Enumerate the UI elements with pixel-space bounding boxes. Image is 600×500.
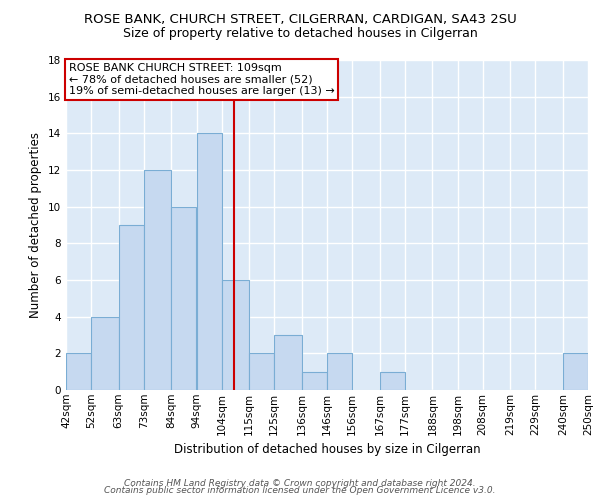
Bar bbox=[172, 206, 196, 390]
Text: ROSE BANK CHURCH STREET: 109sqm
← 78% of detached houses are smaller (52)
19% of: ROSE BANK CHURCH STREET: 109sqm ← 78% of… bbox=[68, 62, 334, 96]
Text: Size of property relative to detached houses in Cilgerran: Size of property relative to detached ho… bbox=[122, 28, 478, 40]
Bar bbox=[119, 225, 144, 390]
Y-axis label: Number of detached properties: Number of detached properties bbox=[29, 132, 43, 318]
Bar bbox=[66, 354, 91, 390]
Bar bbox=[380, 372, 405, 390]
Bar bbox=[221, 280, 249, 390]
Bar bbox=[302, 372, 327, 390]
Bar bbox=[563, 354, 588, 390]
Text: Contains HM Land Registry data © Crown copyright and database right 2024.: Contains HM Land Registry data © Crown c… bbox=[124, 478, 476, 488]
X-axis label: Distribution of detached houses by size in Cilgerran: Distribution of detached houses by size … bbox=[173, 443, 481, 456]
Bar bbox=[327, 354, 352, 390]
Bar bbox=[274, 335, 302, 390]
Bar bbox=[249, 354, 274, 390]
Bar bbox=[197, 134, 221, 390]
Bar bbox=[91, 316, 119, 390]
Text: Contains public sector information licensed under the Open Government Licence v3: Contains public sector information licen… bbox=[104, 486, 496, 495]
Text: ROSE BANK, CHURCH STREET, CILGERRAN, CARDIGAN, SA43 2SU: ROSE BANK, CHURCH STREET, CILGERRAN, CAR… bbox=[83, 12, 517, 26]
Bar bbox=[144, 170, 172, 390]
